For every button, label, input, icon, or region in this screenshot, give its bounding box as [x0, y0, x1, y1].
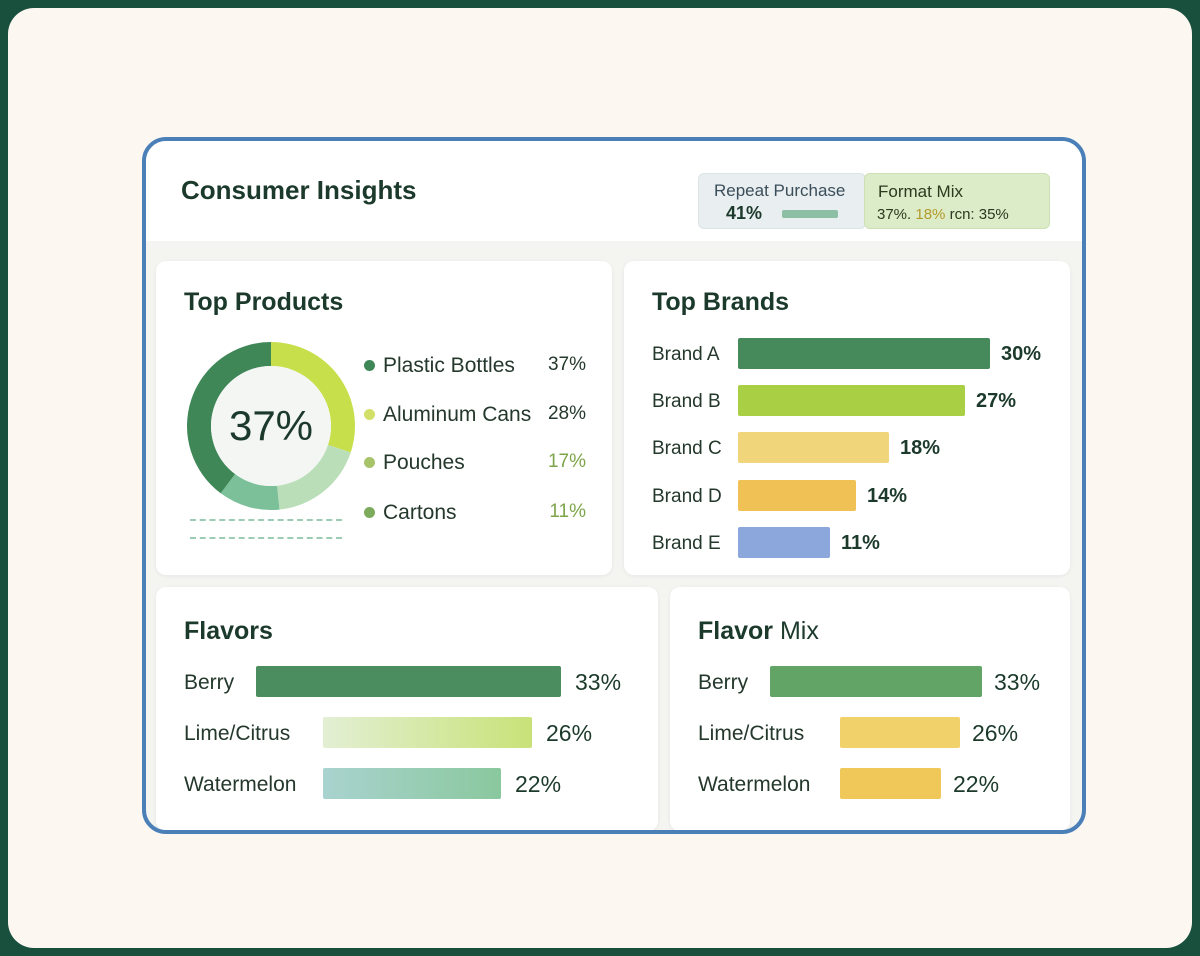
format-mix-part-2: 18%	[915, 206, 946, 223]
flavor-row[interactable]: Berry 33%	[184, 666, 654, 700]
flavor-mix-label: Watermelon	[698, 773, 811, 796]
donut-svg	[187, 342, 355, 510]
dashed-divider	[190, 537, 342, 539]
dashboard-window: Consumer Insights Repeat Purchase 41% Fo…	[142, 137, 1086, 834]
donut-center-value: 37%	[228, 402, 314, 449]
legend-value: 28%	[547, 403, 586, 424]
donut-slice[interactable]	[271, 342, 355, 453]
flavor-label: Lime/Citrus	[184, 722, 291, 745]
flavors-card: Flavors Berry 33% Lime/Citrus 26% Waterm…	[156, 587, 658, 830]
donut-slice[interactable]	[187, 342, 271, 494]
donut-slice[interactable]	[220, 474, 280, 510]
brand-label: Brand B	[652, 391, 721, 412]
brand-row[interactable]: Brand D 14%	[652, 480, 1062, 512]
legend-item[interactable]: Cartons 11%	[364, 498, 586, 526]
flavor-mix-title: Flavor Mix	[698, 617, 819, 646]
legend-item[interactable]: Pouches 17%	[364, 448, 586, 476]
flavor-bar	[323, 768, 501, 799]
repeat-purchase-value: 41%	[726, 203, 763, 223]
legend-item[interactable]: Plastic Bottles 37%	[364, 351, 586, 379]
legend-value: 17%	[547, 451, 586, 472]
flavor-mix-title-bold: Flavor	[698, 617, 774, 645]
brand-label: Brand C	[652, 438, 722, 459]
flavor-mix-label: Lime/Citrus	[698, 722, 805, 745]
flavor-mix-bar	[840, 768, 941, 799]
dashed-divider	[190, 519, 342, 521]
flavor-mix-title-light: Mix	[779, 617, 819, 645]
flavor-mix-value: 33%	[994, 669, 1041, 695]
flavor-row[interactable]: Watermelon 22%	[184, 768, 654, 802]
brand-row[interactable]: Brand C 18%	[652, 432, 1062, 464]
brand-row[interactable]: Brand E 11%	[652, 527, 1062, 559]
flavor-bar	[256, 666, 561, 697]
brand-value: 27%	[976, 390, 1017, 412]
brand-value: 18%	[900, 437, 941, 459]
flavor-mix-row[interactable]: Lime/Citrus 26%	[698, 717, 1082, 751]
donut-chart[interactable]: 37%	[184, 339, 358, 513]
top-products-title: Top Products	[184, 288, 344, 316]
top-brands-title: Top Brands	[652, 288, 790, 316]
brand-label: Brand A	[652, 344, 720, 365]
outer-frame: Consumer Insights Repeat Purchase 41% Fo…	[8, 8, 1192, 948]
flavor-value: 33%	[575, 669, 622, 695]
flavor-label: Watermelon	[184, 773, 297, 796]
brand-bar	[738, 527, 830, 558]
legend-label: Cartons	[383, 501, 457, 524]
legend-label: Aluminum Cans	[383, 403, 532, 426]
brand-value: 11%	[841, 532, 880, 554]
repeat-purchase-label: Repeat Purchase	[714, 181, 846, 200]
brand-bar	[738, 480, 856, 511]
brand-value: 30%	[1001, 343, 1042, 365]
flavors-title: Flavors	[184, 617, 273, 645]
repeat-purchase-kpi[interactable]: Repeat Purchase 41%	[698, 173, 866, 229]
legend-dot-icon	[364, 360, 375, 371]
flavor-value: 26%	[546, 720, 593, 746]
flavor-mix-value: 22%	[953, 771, 1000, 797]
brand-bar	[738, 432, 889, 463]
format-mix-part-3: rcn: 35%	[949, 206, 1009, 223]
format-mix-label: Format Mix	[878, 182, 963, 201]
format-mix-values: 37%. 18% rcn: 35%	[877, 206, 1009, 223]
top-products-card: Top Products 37% Plastic Bottles 37% Alu…	[156, 261, 612, 575]
flavor-mix-bar	[770, 666, 982, 697]
repeat-purchase-bar	[782, 210, 838, 218]
legend-value: 11%	[549, 501, 586, 522]
brand-value: 14%	[867, 485, 908, 507]
flavor-bar	[323, 717, 532, 748]
flavor-mix-row[interactable]: Berry 33%	[698, 666, 1082, 700]
header-bar: Consumer Insights Repeat Purchase 41% Fo…	[146, 141, 1082, 241]
format-mix-part-1: 37%.	[877, 206, 912, 223]
legend-item[interactable]: Aluminum Cans 28%	[364, 400, 586, 428]
brand-row[interactable]: Brand B 27%	[652, 385, 1062, 417]
legend-value: 37%	[547, 354, 586, 375]
brand-label: Brand E	[652, 533, 721, 554]
brand-label: Brand D	[652, 486, 722, 507]
flavor-mix-row[interactable]: Watermelon 22%	[698, 768, 1082, 802]
flavor-mix-label: Berry	[698, 671, 749, 694]
legend-dot-icon	[364, 457, 375, 468]
top-brands-card: Top Brands Brand A 30% Brand B 27% Brand…	[624, 261, 1070, 575]
format-mix-kpi[interactable]: Format Mix 37%. 18% rcn: 35%	[864, 173, 1050, 229]
donut-hole	[211, 366, 331, 486]
flavor-mix-value: 26%	[972, 720, 1019, 746]
brand-bar	[738, 385, 965, 416]
page-title: Consumer Insights	[181, 175, 417, 205]
legend-dot-icon	[364, 507, 375, 518]
flavor-mix-card: Flavor Mix Berry 33% Lime/Citrus 26% Wat…	[670, 587, 1070, 830]
flavor-value: 22%	[515, 771, 562, 797]
legend-label: Pouches	[383, 451, 465, 474]
flavor-mix-bar	[840, 717, 960, 748]
brand-row[interactable]: Brand A 30%	[652, 338, 1062, 370]
flavor-label: Berry	[184, 671, 235, 694]
flavor-row[interactable]: Lime/Citrus 26%	[184, 717, 654, 751]
legend-dot-icon	[364, 409, 375, 420]
legend-label: Plastic Bottles	[383, 354, 515, 377]
donut-slice[interactable]	[277, 444, 351, 510]
brand-bar	[738, 338, 990, 369]
